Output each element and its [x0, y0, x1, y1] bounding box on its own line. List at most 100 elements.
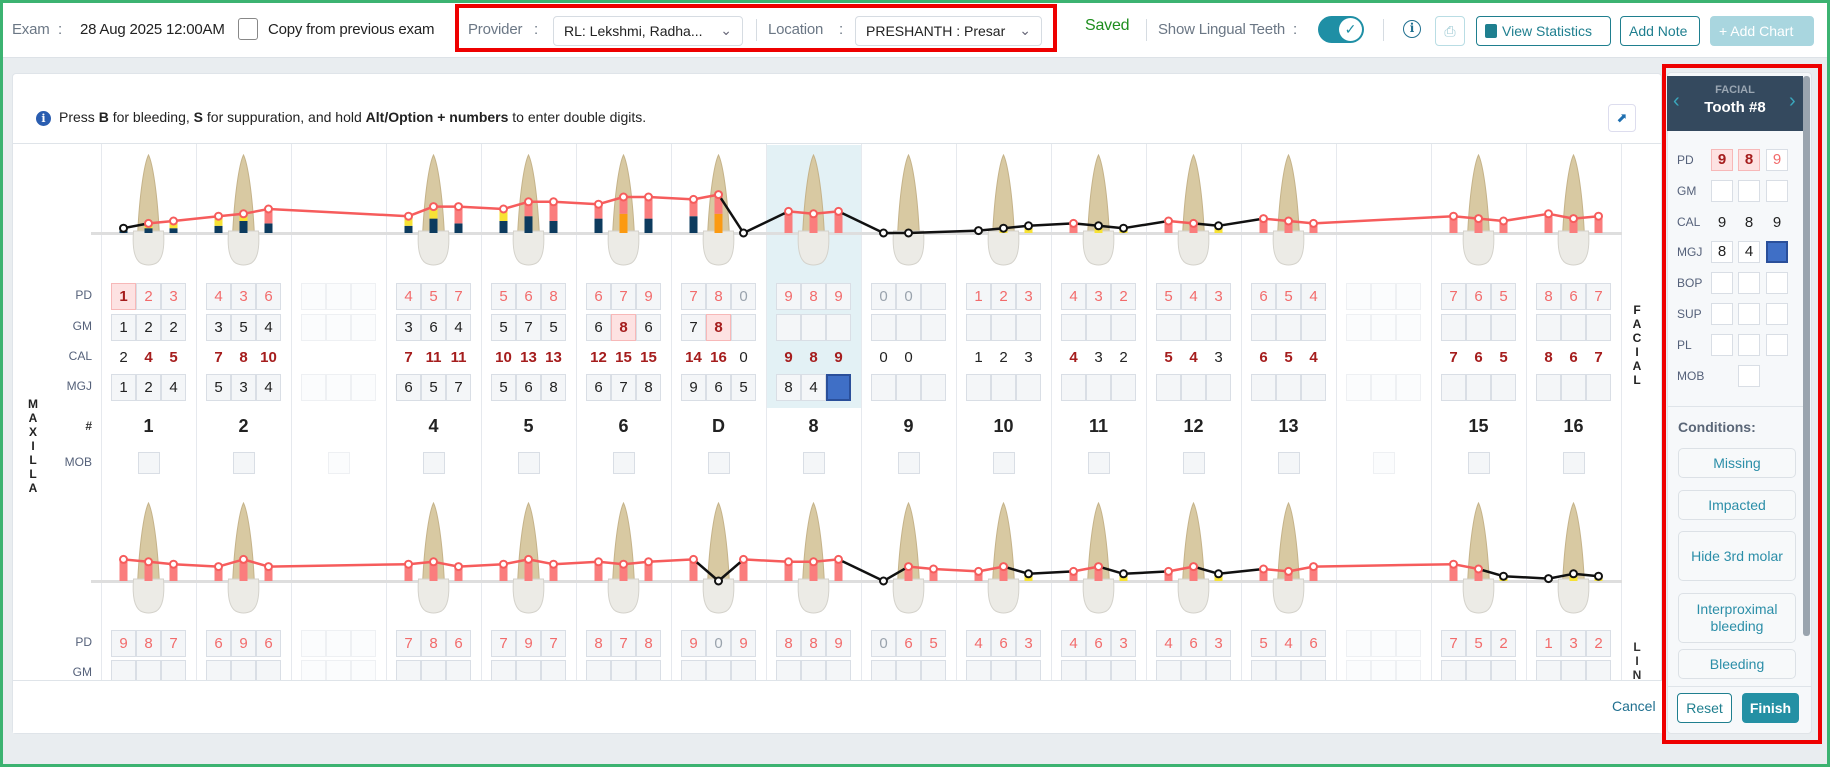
lingual-pd-cell[interactable]: 7: [491, 630, 516, 657]
facial-pd-cell[interactable]: 4: [1181, 283, 1206, 310]
mobility-cell[interactable]: [707, 452, 730, 474]
lingual-pd-cell[interactable]: [326, 630, 351, 657]
facial-gm-cell[interactable]: [1536, 314, 1561, 341]
facial-gm-cell[interactable]: 6: [586, 314, 611, 341]
panel-pl-cell[interactable]: [1766, 333, 1788, 356]
facial-mgj-cell[interactable]: [1086, 374, 1111, 401]
tooth-number[interactable]: 12: [1183, 416, 1204, 436]
condition-button-bleeding[interactable]: Bleeding: [1678, 649, 1796, 679]
facial-mgj-cell[interactable]: 8: [541, 374, 566, 401]
lingual-pd-cell[interactable]: 9: [111, 630, 136, 657]
facial-mgj-cell[interactable]: [326, 374, 351, 401]
facial-mgj-cell[interactable]: [871, 374, 896, 401]
facial-mgj-cell[interactable]: 5: [421, 374, 446, 401]
print-button[interactable]: ⎙: [1435, 16, 1465, 46]
mobility-cell[interactable]: [137, 452, 160, 474]
info-icon[interactable]: i: [1403, 20, 1421, 38]
facial-pd-cell[interactable]: 6: [516, 283, 541, 310]
facial-gm-cell[interactable]: [776, 314, 801, 341]
lingual-pd-cell[interactable]: 8: [776, 630, 801, 657]
copy-previous-checkbox[interactable]: [238, 18, 258, 40]
facial-pd-cell[interactable]: [326, 283, 351, 310]
lingual-pd-cell[interactable]: [1371, 630, 1396, 657]
lingual-pd-cell[interactable]: 2: [1586, 630, 1611, 657]
facial-gm-cell[interactable]: 7: [516, 314, 541, 341]
lingual-pd-cell[interactable]: 4: [1061, 630, 1086, 657]
facial-mgj-cell[interactable]: 6: [706, 374, 731, 401]
facial-pd-cell[interactable]: [921, 283, 946, 310]
lingual-pd-cell[interactable]: 8: [636, 630, 661, 657]
lingual-pd-cell[interactable]: 9: [826, 630, 851, 657]
facial-gm-cell[interactable]: [1086, 314, 1111, 341]
facial-gm-cell[interactable]: [1491, 314, 1516, 341]
facial-gm-cell[interactable]: 2: [136, 314, 161, 341]
panel-mob-cell[interactable]: [1738, 364, 1760, 387]
facial-pd-cell[interactable]: 5: [1276, 283, 1301, 310]
lingual-pd-cell[interactable]: 9: [731, 630, 756, 657]
facial-pd-cell[interactable]: 1: [111, 283, 136, 310]
facial-gm-cell[interactable]: [1276, 314, 1301, 341]
mobility-cell[interactable]: [1372, 452, 1395, 474]
lingual-pd-cell[interactable]: 6: [991, 630, 1016, 657]
panel-gm-cell[interactable]: [1766, 179, 1788, 202]
pointer-mode-button[interactable]: ⬈: [1608, 104, 1636, 132]
condition-button-hide-3rd-molar[interactable]: Hide 3rd molar: [1678, 531, 1796, 581]
lingual-pd-cell[interactable]: 3: [1561, 630, 1586, 657]
facial-pd-cell[interactable]: 3: [231, 283, 256, 310]
panel-pl-cell[interactable]: [1711, 333, 1733, 356]
mobility-cell[interactable]: [1182, 452, 1205, 474]
lingual-pd-cell[interactable]: 4: [1156, 630, 1181, 657]
tooth-number[interactable]: 15: [1468, 416, 1489, 436]
facial-mgj-cell[interactable]: [1061, 374, 1086, 401]
facial-mgj-cell[interactable]: 6: [586, 374, 611, 401]
finish-button[interactable]: Finish: [1742, 693, 1799, 723]
facial-gm-cell[interactable]: 7: [681, 314, 706, 341]
facial-mgj-cell[interactable]: [1276, 374, 1301, 401]
facial-pd-cell[interactable]: 8: [1536, 283, 1561, 310]
facial-pd-cell[interactable]: 4: [1061, 283, 1086, 310]
facial-mgj-cell[interactable]: [1586, 374, 1611, 401]
tooth-number[interactable]: 8: [808, 416, 819, 436]
facial-mgj-cell[interactable]: [351, 374, 376, 401]
facial-mgj-cell[interactable]: [1536, 374, 1561, 401]
facial-pd-cell[interactable]: 8: [706, 283, 731, 310]
panel-bop-cell[interactable]: [1766, 272, 1788, 295]
mobility-cell[interactable]: [517, 452, 540, 474]
facial-pd-cell[interactable]: 6: [1466, 283, 1491, 310]
facial-gm-cell[interactable]: [326, 314, 351, 341]
facial-pd-cell[interactable]: 5: [491, 283, 516, 310]
mobility-cell[interactable]: [802, 452, 825, 474]
lingual-pd-cell[interactable]: 6: [896, 630, 921, 657]
cancel-button[interactable]: Cancel: [1612, 698, 1656, 714]
facial-gm-cell[interactable]: [1396, 314, 1421, 341]
facial-mgj-cell[interactable]: 7: [611, 374, 636, 401]
facial-gm-cell[interactable]: 5: [231, 314, 256, 341]
facial-mgj-cell[interactable]: [1301, 374, 1326, 401]
lingual-pd-cell[interactable]: 3: [1206, 630, 1231, 657]
panel-pd-cell[interactable]: 8: [1738, 149, 1760, 171]
view-statistics-button[interactable]: View Statistics: [1476, 16, 1611, 46]
facial-mgj-cell[interactable]: 4: [256, 374, 281, 401]
facial-pd-cell[interactable]: 2: [1111, 283, 1136, 310]
facial-gm-cell[interactable]: [351, 314, 376, 341]
facial-pd-cell[interactable]: [1346, 283, 1371, 310]
facial-mgj-cell[interactable]: [1441, 374, 1466, 401]
lingual-pd-cell[interactable]: 2: [1491, 630, 1516, 657]
lingual-pd-cell[interactable]: 4: [966, 630, 991, 657]
lingual-pd-cell[interactable]: [1396, 630, 1421, 657]
facial-gm-cell[interactable]: 8: [611, 314, 636, 341]
facial-mgj-cell[interactable]: [1251, 374, 1276, 401]
facial-mgj-cell[interactable]: 8: [776, 374, 801, 401]
facial-pd-cell[interactable]: 3: [1086, 283, 1111, 310]
condition-button-impacted[interactable]: Impacted: [1678, 490, 1796, 520]
facial-gm-cell[interactable]: 6: [421, 314, 446, 341]
facial-mgj-cell[interactable]: [966, 374, 991, 401]
facial-gm-cell[interactable]: [1441, 314, 1466, 341]
tooth-number[interactable]: 9: [903, 416, 914, 436]
facial-pd-cell[interactable]: 2: [136, 283, 161, 310]
mobility-cell[interactable]: [1562, 452, 1585, 474]
facial-pd-cell[interactable]: [351, 283, 376, 310]
mobility-cell[interactable]: [422, 452, 445, 474]
lingual-pd-cell[interactable]: 1: [1536, 630, 1561, 657]
lingual-pd-cell[interactable]: [1346, 630, 1371, 657]
